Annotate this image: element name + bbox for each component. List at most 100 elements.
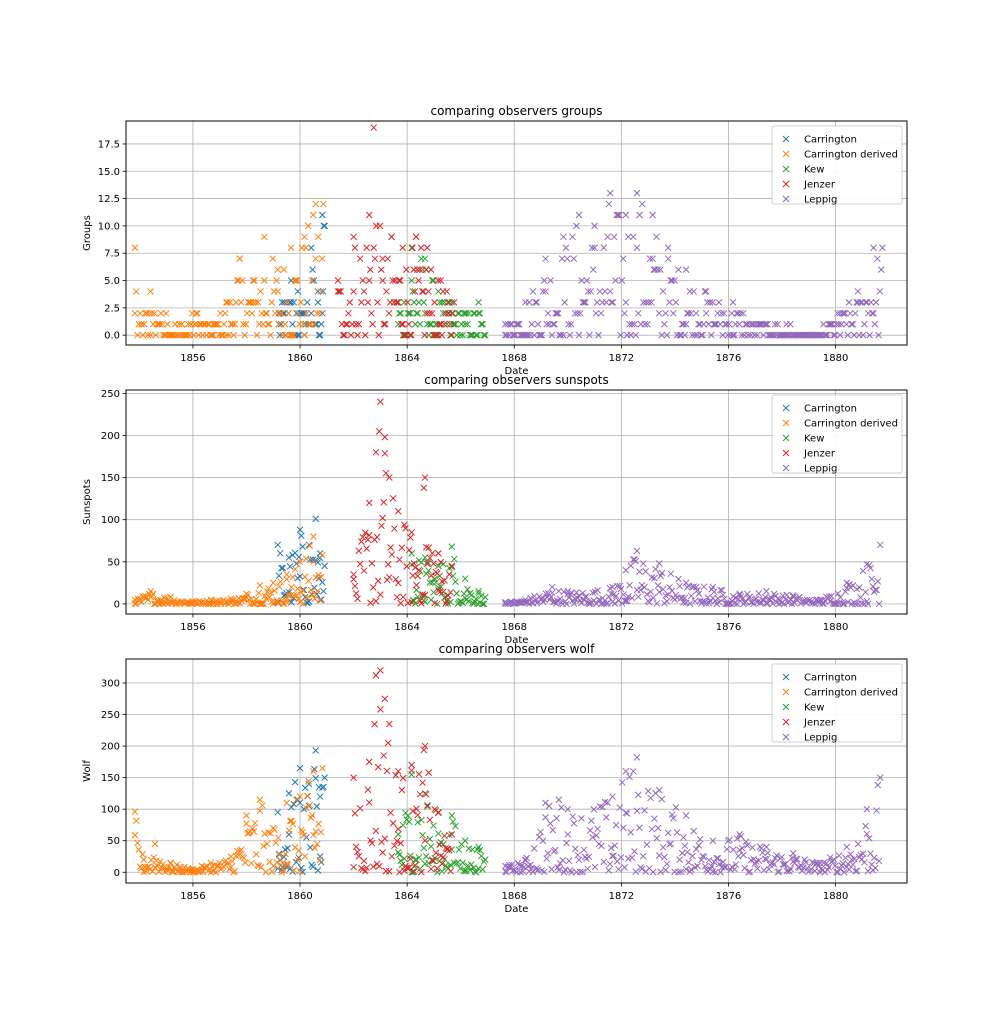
- data-point: [466, 866, 474, 874]
- data-point: [264, 320, 272, 328]
- data-point: [428, 549, 436, 557]
- series-kew: [394, 244, 489, 339]
- data-point: [874, 781, 882, 789]
- data-point: [601, 798, 609, 806]
- data-point: [872, 864, 879, 872]
- data-point: [275, 572, 283, 580]
- data-point: [283, 799, 291, 807]
- data-point: [586, 331, 593, 339]
- data-point: [260, 233, 268, 241]
- data-point: [387, 809, 394, 817]
- data-point: [131, 596, 139, 604]
- data-point: [305, 577, 312, 585]
- data-point: [692, 845, 700, 853]
- data-point: [312, 747, 320, 754]
- data-point: [345, 309, 352, 317]
- data-point: [834, 590, 842, 597]
- data-point: [690, 827, 698, 835]
- data-point: [755, 857, 763, 864]
- data-point: [309, 556, 317, 564]
- data-point: [736, 590, 743, 598]
- data-point: [274, 288, 282, 295]
- chart-panel-3: comparing observers wolf 1856 1860 1864 1868…: [82, 642, 908, 915]
- data-point: [611, 842, 619, 849]
- data-point: [636, 824, 643, 832]
- data-point: [422, 543, 430, 551]
- data-point: [444, 299, 452, 306]
- data-point: [664, 244, 672, 252]
- data-point: [522, 856, 529, 864]
- data-point: [755, 590, 763, 597]
- data-point: [383, 288, 390, 295]
- data-point: [579, 299, 587, 306]
- data-point: [548, 583, 556, 591]
- legend-label: Kew: [804, 434, 824, 445]
- data-point: [273, 277, 280, 284]
- data-point: [427, 266, 435, 273]
- data-point: [613, 211, 621, 219]
- data-point: [384, 255, 392, 263]
- axes-frame: [125, 120, 908, 346]
- data-point: [407, 855, 414, 863]
- data-point: [850, 855, 858, 863]
- data-point: [218, 331, 225, 339]
- y-tick-label: 10.0: [98, 221, 120, 232]
- data-point: [767, 331, 775, 339]
- data-point: [243, 820, 250, 828]
- data-point: [409, 807, 417, 815]
- data-point: [293, 591, 300, 599]
- data-point: [301, 233, 308, 241]
- data-point: [250, 828, 258, 835]
- data-point: [660, 320, 668, 328]
- data-point: [342, 320, 350, 328]
- data-point: [606, 860, 614, 868]
- data-point: [654, 266, 662, 273]
- data-point: [480, 331, 488, 339]
- data-point: [607, 844, 615, 852]
- data-point: [608, 299, 615, 306]
- data-point: [381, 320, 389, 328]
- data-point: [723, 845, 731, 853]
- data-point: [334, 288, 342, 295]
- data-point: [380, 752, 388, 759]
- data-point: [710, 588, 718, 596]
- data-point: [284, 860, 292, 868]
- data-point: [836, 309, 844, 317]
- data-point: [350, 288, 357, 295]
- data-point: [845, 866, 853, 873]
- data-point: [249, 299, 257, 306]
- data-point: [274, 834, 282, 842]
- data-point: [276, 309, 284, 317]
- data-point: [743, 842, 751, 849]
- data-point: [870, 854, 878, 862]
- data-point: [404, 299, 411, 306]
- data-point: [569, 233, 576, 241]
- y-axis-label: Sunspots: [82, 479, 93, 525]
- data-point: [379, 849, 386, 856]
- data-point: [622, 299, 630, 306]
- x-tick-label: 1864: [394, 891, 419, 902]
- data-point: [763, 843, 770, 851]
- data-point: [421, 742, 429, 750]
- data-point: [303, 309, 311, 317]
- data-point: [365, 531, 373, 539]
- data-point: [248, 309, 256, 317]
- data-point: [789, 849, 797, 857]
- data-point: [361, 331, 369, 339]
- data-point: [427, 572, 435, 579]
- data-point: [238, 277, 246, 284]
- data-point: [579, 868, 587, 876]
- data-point: [865, 834, 873, 842]
- data-point: [296, 867, 304, 875]
- data-point: [425, 544, 433, 552]
- data-point: [705, 320, 713, 328]
- data-point: [288, 331, 296, 339]
- data-point: [687, 592, 695, 600]
- data-point: [761, 593, 769, 601]
- data-point: [255, 589, 263, 597]
- data-point: [544, 849, 552, 857]
- data-point: [302, 244, 310, 252]
- data-point: [173, 861, 181, 869]
- data-point: [313, 840, 321, 848]
- data-point: [367, 599, 374, 607]
